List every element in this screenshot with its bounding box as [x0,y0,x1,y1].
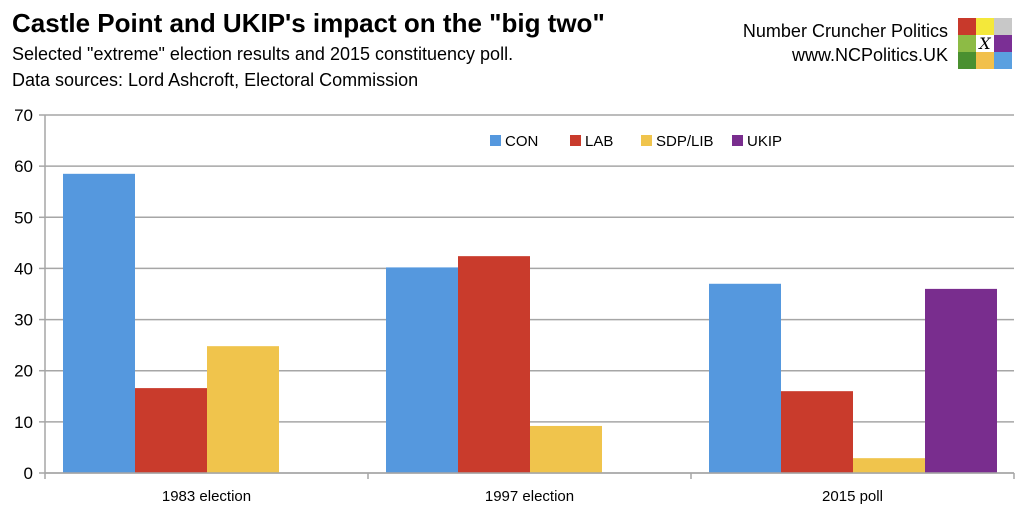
y-tick-label: 20 [14,362,33,381]
y-tick-label: 10 [14,413,33,432]
bar-sdp-lib [530,425,602,473]
legend-label: UKIP [747,133,782,150]
chart-subtitle: Selected "extreme" election results and … [12,44,514,64]
bar-ukip [925,288,997,473]
brand-url: www.NCPolitics.UK [791,45,948,65]
logo-cell [994,52,1012,69]
y-tick-label: 70 [14,106,33,125]
bar-con [386,267,458,473]
ncp-logo: X [958,18,1012,69]
bar-sdp-lib [207,346,279,473]
logo-cell [958,52,976,69]
logo-cell [994,35,1012,52]
bar-lab [458,256,530,473]
logo-cell [958,35,976,52]
data-sources: Data sources: Lord Ashcroft, Electoral C… [12,70,419,90]
bar-con [709,283,781,473]
legend-swatch [490,135,501,146]
chart-title: Castle Point and UKIP's impact on the "b… [12,8,605,38]
y-tick-label: 40 [14,259,33,278]
x-tick-label: 2015 poll [822,488,883,505]
legend-label: LAB [585,133,613,150]
brand-name: Number Cruncher Politics [742,21,948,41]
bar-con [63,173,135,474]
legend-swatch [570,135,581,146]
legend-label: SDP/LIB [656,133,714,150]
y-tick-label: 30 [14,311,33,330]
x-tick-label: 1997 election [485,488,574,505]
logo-cell: X [976,34,994,53]
x-tick-label: 1983 election [162,488,251,505]
bar-lab [781,391,853,473]
y-tick-label: 50 [14,208,33,227]
legend-label: CON [505,133,538,150]
y-tick-label: 60 [14,157,33,176]
logo-cell [994,18,1012,35]
legend-swatch [732,135,743,146]
logo-cell [958,18,976,35]
y-tick-label: 0 [24,464,33,483]
logo-cell [976,52,994,69]
logo-cell [976,18,994,35]
legend-swatch [641,135,652,146]
bar-lab [135,388,207,473]
bar-sdp-lib [853,458,925,473]
